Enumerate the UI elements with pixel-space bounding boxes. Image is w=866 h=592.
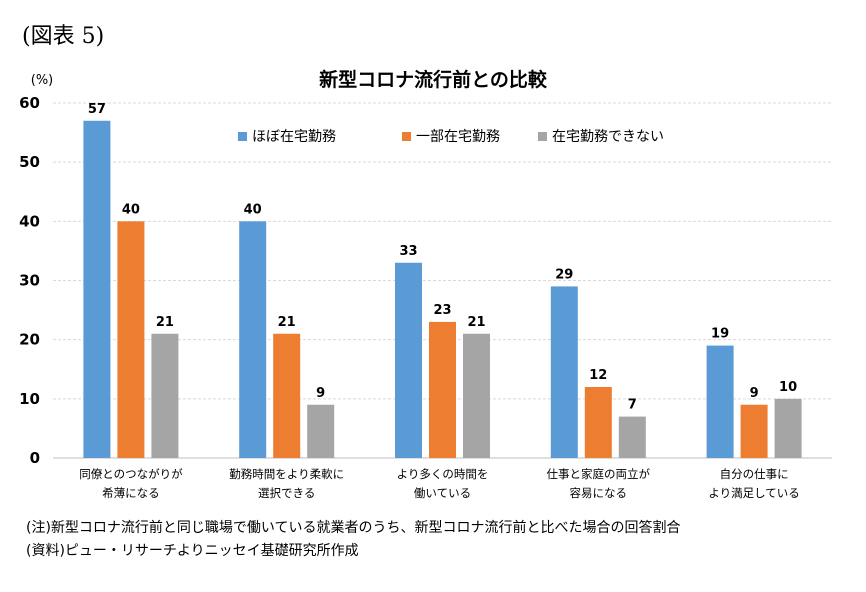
data-label: 57 — [88, 102, 106, 117]
x-category-label: 容易になる — [570, 486, 628, 500]
y-tick-label: 10 — [19, 390, 40, 408]
data-label: 19 — [711, 327, 729, 342]
y-axis-label: (%) — [31, 73, 54, 88]
x-category-label: 働いている — [414, 486, 471, 500]
y-tick-label: 40 — [19, 212, 40, 230]
x-category-label: より多くの時間を — [397, 467, 489, 481]
data-label: 9 — [750, 386, 759, 401]
figure-label: (図表 5) — [22, 24, 105, 49]
bar — [774, 398, 802, 458]
bar — [463, 333, 490, 458]
bar — [618, 416, 646, 458]
bar — [151, 333, 179, 458]
data-label: 21 — [156, 315, 174, 330]
bar — [117, 221, 145, 458]
data-label: 40 — [122, 202, 140, 217]
x-category-label: 同僚とのつながりが — [79, 467, 183, 481]
x-category-label: 希薄になる — [102, 486, 160, 500]
bar — [429, 321, 456, 458]
x-category-label: 勤務時間をより柔軟に — [229, 467, 344, 481]
bar — [307, 404, 335, 458]
source-text: (資料)ピュー・リサーチよりニッセイ基礎研究所作成 — [26, 543, 359, 559]
data-label: 10 — [779, 380, 797, 395]
x-category-label: 仕事と家庭の両立が — [547, 467, 651, 481]
bar — [239, 221, 267, 458]
x-category-label: 選択できる — [258, 486, 315, 500]
bar — [740, 404, 768, 458]
legend-label: ほぼ在宅勤務 — [252, 129, 336, 145]
data-label: 21 — [278, 315, 296, 330]
data-label: 9 — [316, 386, 325, 401]
y-tick-label: 60 — [19, 94, 40, 112]
y-tick-label: 0 — [30, 449, 40, 467]
y-tick-label: 50 — [19, 153, 40, 171]
bar — [550, 286, 578, 458]
y-tick-label: 20 — [19, 331, 40, 349]
bar — [584, 387, 612, 458]
x-category-label: 自分の仕事に — [720, 467, 789, 481]
legend-swatch — [238, 132, 247, 141]
bar — [273, 333, 301, 458]
legend-label: 在宅勤務できない — [552, 129, 664, 145]
legend-swatch — [402, 132, 411, 141]
bar — [395, 262, 422, 458]
legend-label: 一部在宅勤務 — [416, 129, 500, 145]
y-tick-label: 30 — [19, 272, 40, 290]
legend-swatch — [538, 132, 547, 141]
data-label: 21 — [467, 315, 485, 330]
bar — [83, 120, 111, 458]
data-label: 7 — [628, 398, 637, 413]
note-text: (注)新型コロナ流行前と同じ職場で働いている就業者のうち、新型コロナ流行前と比べ… — [26, 520, 681, 536]
data-label: 33 — [399, 244, 417, 259]
chart-title: 新型コロナ流行前との比較 — [319, 68, 548, 91]
data-label: 23 — [433, 303, 451, 318]
data-label: 12 — [589, 368, 607, 383]
bar — [706, 345, 734, 458]
data-label: 29 — [555, 267, 573, 282]
data-label: 40 — [244, 202, 262, 217]
x-category-label: より満足している — [708, 486, 799, 500]
